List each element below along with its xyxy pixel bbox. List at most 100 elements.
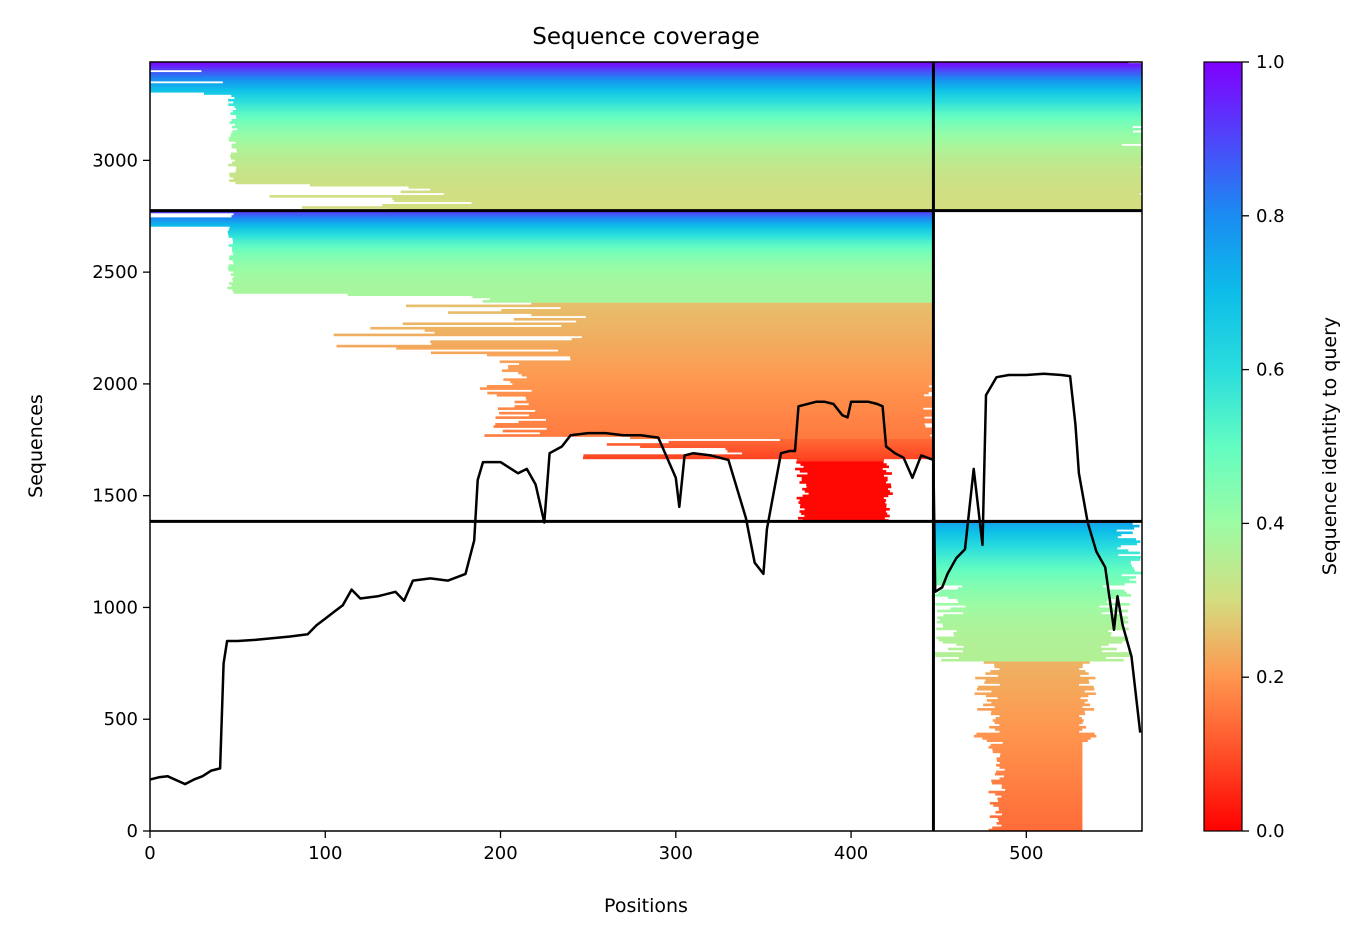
coverage-row <box>232 239 934 243</box>
coverage-row <box>408 186 934 189</box>
coverage-row <box>232 237 934 241</box>
coverage-row <box>933 174 1142 178</box>
coverage-row <box>933 529 1117 532</box>
coverage-row <box>150 76 934 80</box>
coverage-row <box>402 322 934 326</box>
coverage-row <box>997 817 1083 821</box>
coverage-row <box>518 371 934 375</box>
coverage-row <box>228 233 934 236</box>
coverage-row <box>807 472 892 475</box>
coverage-row <box>232 246 934 250</box>
coverage-row <box>939 618 1126 622</box>
coverage-row <box>347 293 934 297</box>
coverage-row <box>933 556 1141 559</box>
coverage-row <box>150 224 934 227</box>
coverage-row <box>229 226 934 229</box>
coverage-row <box>990 743 1083 747</box>
coverage-row <box>392 197 934 200</box>
coverage-row <box>933 67 1142 71</box>
coverage-row <box>957 587 1108 590</box>
coverage-row <box>150 78 934 82</box>
coverage-row <box>528 402 934 406</box>
coverage-row <box>935 602 1130 606</box>
coverage-row <box>424 329 934 332</box>
y-axis-label: Sequences <box>25 394 47 498</box>
coverage-row <box>995 716 1082 720</box>
coverage-row <box>933 92 1142 95</box>
coverage-row <box>502 429 934 433</box>
coverage-row <box>499 411 934 415</box>
coverage-row <box>800 463 887 466</box>
coverage-row <box>995 810 1083 814</box>
coverage-row <box>933 63 1142 66</box>
coverage-row <box>606 443 934 446</box>
coverage-row <box>933 127 1142 131</box>
coverage-row <box>991 779 1083 783</box>
coverage-row <box>933 594 1132 597</box>
coverage-row <box>956 629 1109 633</box>
coverage-row <box>796 461 884 464</box>
chain-boundaries <box>150 62 1142 831</box>
coverage-row <box>1001 795 1083 798</box>
coverage-row <box>933 181 1142 185</box>
coverage-row <box>796 496 884 500</box>
coverage-row <box>228 268 934 272</box>
coverage-row <box>400 190 934 194</box>
coverage-row <box>933 558 1140 561</box>
coverage-row <box>150 65 934 68</box>
coverage-row <box>230 154 934 158</box>
coverage-row <box>796 458 884 462</box>
coverage-row <box>933 542 1138 546</box>
coverage-row <box>997 797 1083 801</box>
coverage-row <box>933 206 1142 209</box>
coverage-row <box>229 257 934 261</box>
coverage-row <box>933 168 1142 171</box>
coverage-row <box>933 201 1142 205</box>
coverage-row <box>994 665 1083 669</box>
coverage-row <box>233 271 934 274</box>
coverage-row <box>235 141 934 144</box>
coverage-row <box>804 490 890 493</box>
coverage-row <box>269 195 934 198</box>
coverage-row <box>936 620 1129 624</box>
coverage-row <box>430 351 934 355</box>
coverage-row <box>231 143 934 147</box>
coverage-row <box>231 284 934 288</box>
coverage-row <box>150 89 934 93</box>
coverage-row <box>933 551 1140 555</box>
coverage-row <box>150 217 934 221</box>
coverage-row <box>976 687 1095 691</box>
coverage-row <box>1001 784 1083 787</box>
coverage-row <box>958 656 1107 660</box>
coverage-row <box>933 569 1135 573</box>
coverage-row <box>235 123 934 127</box>
coverage-row <box>933 163 1142 167</box>
coverage-row <box>937 616 1128 620</box>
coverage-row <box>150 87 934 91</box>
coverage-row <box>933 199 1142 203</box>
coverage-row <box>479 387 933 390</box>
coverage-row <box>804 514 890 518</box>
coverage-row <box>933 107 1142 111</box>
coverage-row <box>992 748 1083 751</box>
coverage-row <box>798 501 886 504</box>
coverage-row <box>630 436 934 440</box>
coverage-row <box>1004 775 1083 778</box>
coverage-row <box>988 828 1083 831</box>
coverage-row <box>233 177 934 180</box>
coverage-row <box>443 192 934 196</box>
coverage-row <box>1001 786 1083 789</box>
coverage-row <box>963 645 1102 649</box>
coverage-row <box>235 181 934 185</box>
coverage-row <box>230 152 934 156</box>
coverage-row <box>235 114 934 118</box>
coverage-row <box>150 63 934 66</box>
coverage-row <box>513 317 934 321</box>
coverage-row <box>232 241 934 245</box>
coverage-row <box>933 139 1142 142</box>
coverage-row <box>941 658 1124 662</box>
coverage-row <box>228 103 934 106</box>
coverage-row <box>236 148 934 151</box>
coverage-row <box>988 746 1083 749</box>
coverage-row <box>235 170 934 174</box>
